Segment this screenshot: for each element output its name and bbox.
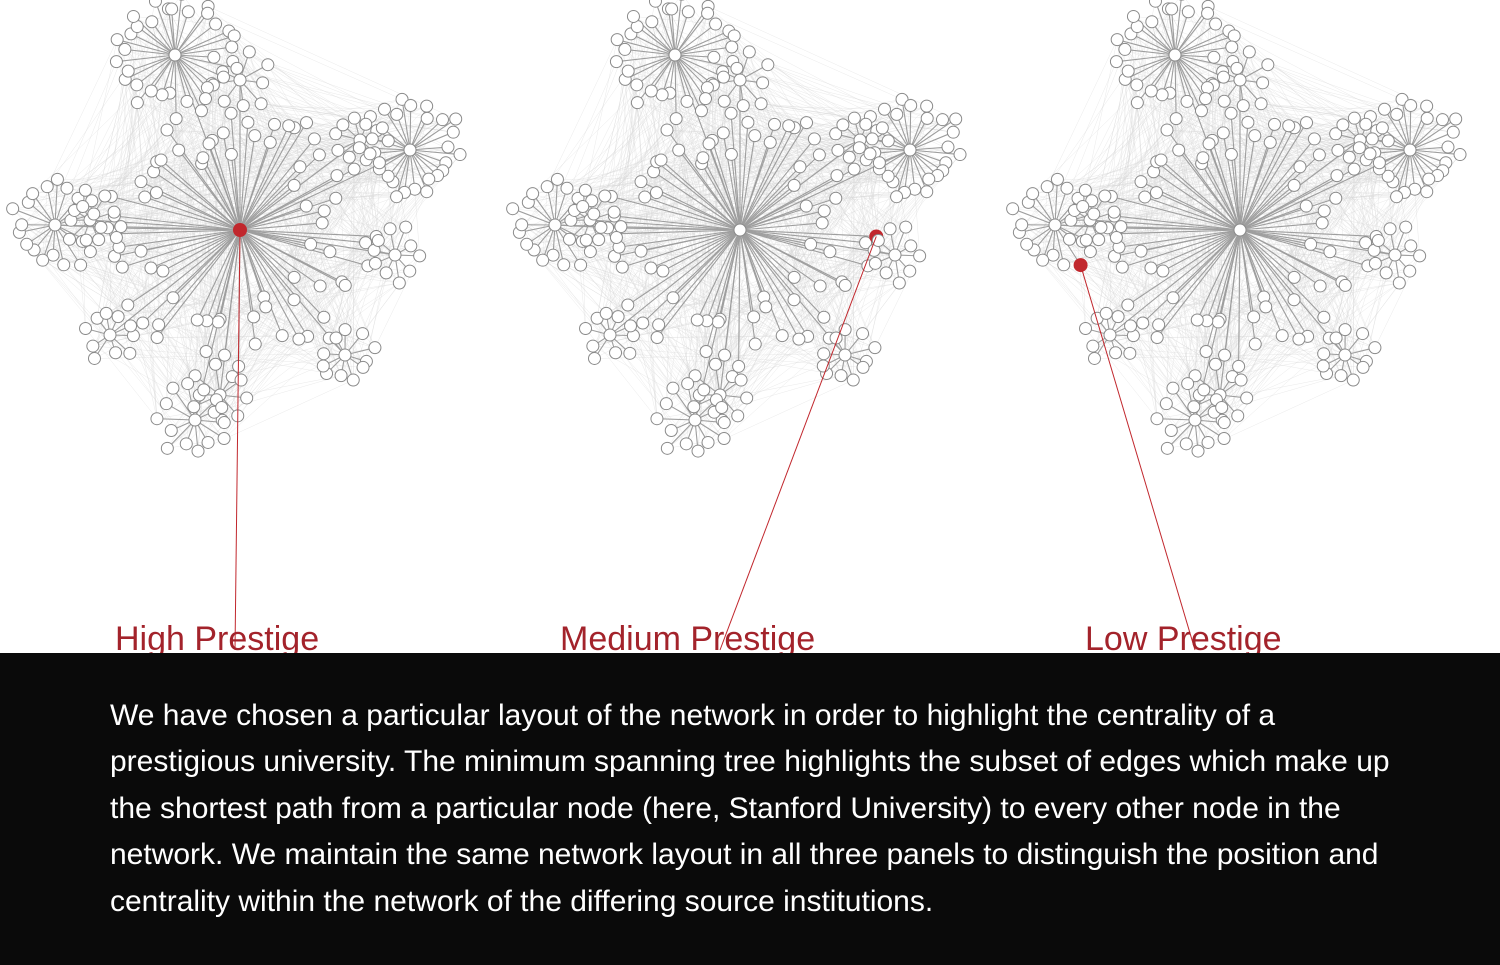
network-panels [0, 0, 1500, 665]
network-medium [500, 0, 1000, 500]
network-low [1000, 0, 1500, 500]
caption-box: We have chosen a particular layout of th… [0, 653, 1500, 965]
panel-medium [500, 0, 1000, 665]
panel-high [0, 0, 500, 665]
highlight-node [233, 223, 247, 237]
panel-low [1000, 0, 1500, 665]
figure-stage: High PrestigeMedium PrestigeLow Prestige… [0, 0, 1500, 965]
network-high [0, 0, 500, 500]
caption-text: We have chosen a particular layout of th… [110, 699, 1390, 918]
highlight-node [1074, 258, 1088, 272]
